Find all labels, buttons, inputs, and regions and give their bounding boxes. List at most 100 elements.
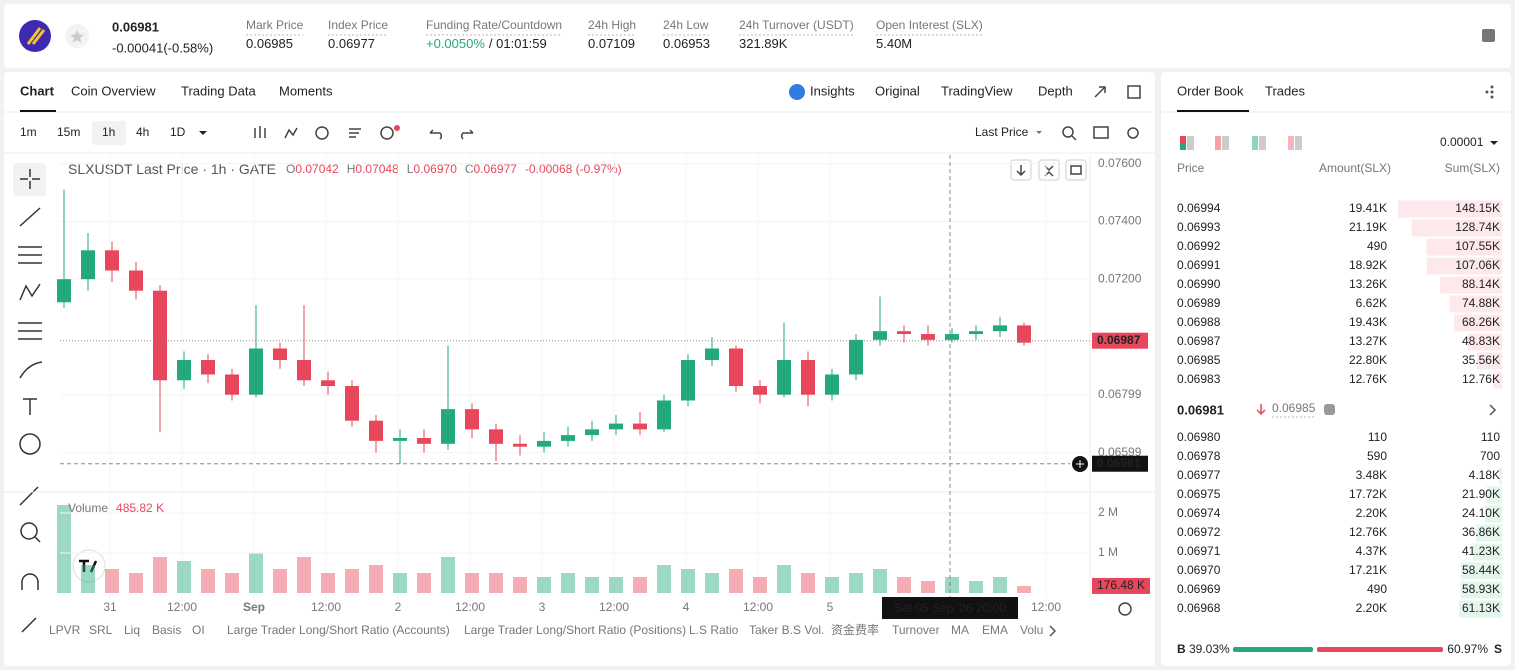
indicator[interactable]: Taker B.S Vol. bbox=[749, 623, 824, 637]
ohlc-value: 0.06970 bbox=[413, 162, 457, 176]
volume-bar bbox=[321, 573, 335, 593]
book-amount: 21.19K bbox=[1349, 220, 1387, 234]
scroll-right[interactable] bbox=[1049, 625, 1057, 637]
header-icon[interactable] bbox=[1482, 29, 1495, 42]
indicator[interactable]: OI bbox=[192, 623, 205, 637]
tv-logo-mark bbox=[79, 559, 98, 573]
chevron[interactable] bbox=[1489, 404, 1497, 416]
x-tick-label: 12:00 bbox=[1031, 600, 1061, 614]
volume-tag-label: 176.48 K bbox=[1097, 578, 1145, 592]
volume-bar bbox=[57, 505, 71, 593]
x-tick-label: 2 bbox=[395, 600, 402, 614]
candle-body bbox=[921, 334, 935, 340]
interval[interactable]: 1m bbox=[20, 125, 37, 139]
book-price: 0.06972 bbox=[1177, 525, 1221, 539]
candle-body bbox=[177, 360, 191, 381]
candle-body bbox=[369, 420, 383, 441]
stat-label: Mark Price bbox=[246, 18, 304, 32]
candle-body bbox=[417, 438, 431, 444]
volume-title: Volume bbox=[68, 501, 108, 515]
book-price: 0.06971 bbox=[1177, 544, 1221, 558]
depth-bar bbox=[1499, 467, 1502, 485]
view-tab[interactable]: Original bbox=[875, 83, 920, 98]
book-sum: 68.26K bbox=[1462, 315, 1500, 329]
indicator[interactable]: LPVR bbox=[49, 623, 81, 637]
volume-bar bbox=[753, 577, 767, 593]
ohlc-value: 0.06977 bbox=[474, 162, 518, 176]
price: 0.06981 bbox=[112, 19, 159, 34]
depth-bar bbox=[1398, 200, 1502, 218]
candle-body bbox=[969, 331, 983, 335]
price-tag bbox=[1092, 332, 1148, 349]
book-layout-icons[interactable] bbox=[1180, 136, 1302, 150]
mark-price: 0.06985 bbox=[1272, 401, 1316, 415]
book-price: 0.06993 bbox=[1177, 220, 1221, 234]
drawing-tools[interactable] bbox=[18, 169, 43, 633]
price-change: -0.00041(-0.58%) bbox=[112, 40, 213, 55]
candle-body bbox=[1017, 325, 1031, 343]
view-tab[interactable]: Depth bbox=[1038, 83, 1073, 98]
chart-panel bbox=[4, 72, 1155, 666]
book-amount: 2.20K bbox=[1356, 506, 1387, 520]
interval[interactable]: 1h bbox=[102, 125, 115, 139]
indicator[interactable]: Basis bbox=[152, 623, 181, 637]
book-sum: 61.13K bbox=[1462, 601, 1500, 615]
stat-value: 5.40M bbox=[876, 36, 912, 51]
indicator[interactable]: Volu bbox=[1020, 623, 1043, 637]
indicator[interactable]: Turnover bbox=[892, 623, 940, 637]
header-panel bbox=[4, 4, 1511, 68]
indicator[interactable]: SRL bbox=[89, 623, 113, 637]
tab[interactable]: Chart bbox=[20, 83, 55, 98]
indicator[interactable]: L.S Ratio bbox=[689, 623, 739, 637]
ohlc-label: O bbox=[286, 162, 295, 176]
book-amount: 4.37K bbox=[1356, 544, 1387, 558]
candle-body bbox=[801, 360, 815, 395]
price-tag bbox=[1092, 455, 1148, 472]
book-price: 0.06970 bbox=[1177, 563, 1221, 577]
dropdown-caret bbox=[199, 131, 207, 135]
price-source[interactable]: Last Price bbox=[975, 125, 1029, 139]
candle-body bbox=[225, 374, 239, 395]
interval[interactable]: 1D bbox=[170, 125, 186, 139]
indicator[interactable]: EMA bbox=[982, 623, 1008, 637]
book-sum: 48.83K bbox=[1462, 334, 1500, 348]
book-amount: 6.62K bbox=[1356, 296, 1387, 310]
indicator[interactable]: MA bbox=[951, 623, 969, 637]
price-tag-label: 0.06561 bbox=[1097, 456, 1141, 470]
book-price: 0.06987 bbox=[1177, 334, 1221, 348]
book-price: 0.06978 bbox=[1177, 449, 1221, 463]
book-sum: 41.23K bbox=[1462, 544, 1500, 558]
precision[interactable]: 0.00001 bbox=[1440, 135, 1484, 149]
stat-value-text: +0.0050% bbox=[426, 36, 485, 51]
tab[interactable]: Trading Data bbox=[181, 83, 256, 98]
indicator[interactable]: Large Trader Long/Short Ratio (Accounts) bbox=[227, 623, 450, 637]
more-icon[interactable] bbox=[1485, 85, 1494, 99]
book-price: 0.06985 bbox=[1177, 353, 1221, 367]
depth-bar bbox=[1493, 371, 1502, 389]
candle-body bbox=[609, 423, 623, 430]
book-tab[interactable]: Order Book bbox=[1177, 83, 1244, 98]
buy-letter: B bbox=[1177, 642, 1186, 656]
interval[interactable]: 4h bbox=[136, 125, 149, 139]
tab[interactable]: Moments bbox=[279, 83, 333, 98]
toolbar-icons[interactable] bbox=[254, 85, 1141, 616]
indicator[interactable]: Liq bbox=[124, 623, 140, 637]
interval[interactable]: 15m bbox=[57, 125, 80, 139]
book-tab[interactable]: Trades bbox=[1265, 83, 1305, 98]
book-sum: 21.90K bbox=[1462, 487, 1500, 501]
indicator[interactable]: Large Trader Long/Short Ratio (Positions… bbox=[464, 623, 686, 637]
volume-bar bbox=[705, 573, 719, 593]
volume-bar bbox=[297, 557, 311, 593]
crosshair-tag bbox=[882, 597, 1018, 619]
tab[interactable]: Coin Overview bbox=[71, 83, 156, 98]
buy-ratio: 39.03% bbox=[1189, 642, 1230, 656]
down-arrow bbox=[1256, 404, 1266, 416]
view-tab[interactable]: Insights bbox=[810, 83, 855, 98]
chart-title: SLXUSDT Last Price · 1h · GATE bbox=[68, 161, 276, 177]
view-tab[interactable]: TradingView bbox=[941, 83, 1013, 98]
book-amount: 12.76K bbox=[1349, 525, 1387, 539]
interval-active bbox=[92, 121, 126, 145]
indicator[interactable]: 资金费率 bbox=[831, 622, 879, 637]
chart-legend: SLXUSDT Last Price · 1h · GATE O0.07042 H0… bbox=[68, 161, 622, 177]
